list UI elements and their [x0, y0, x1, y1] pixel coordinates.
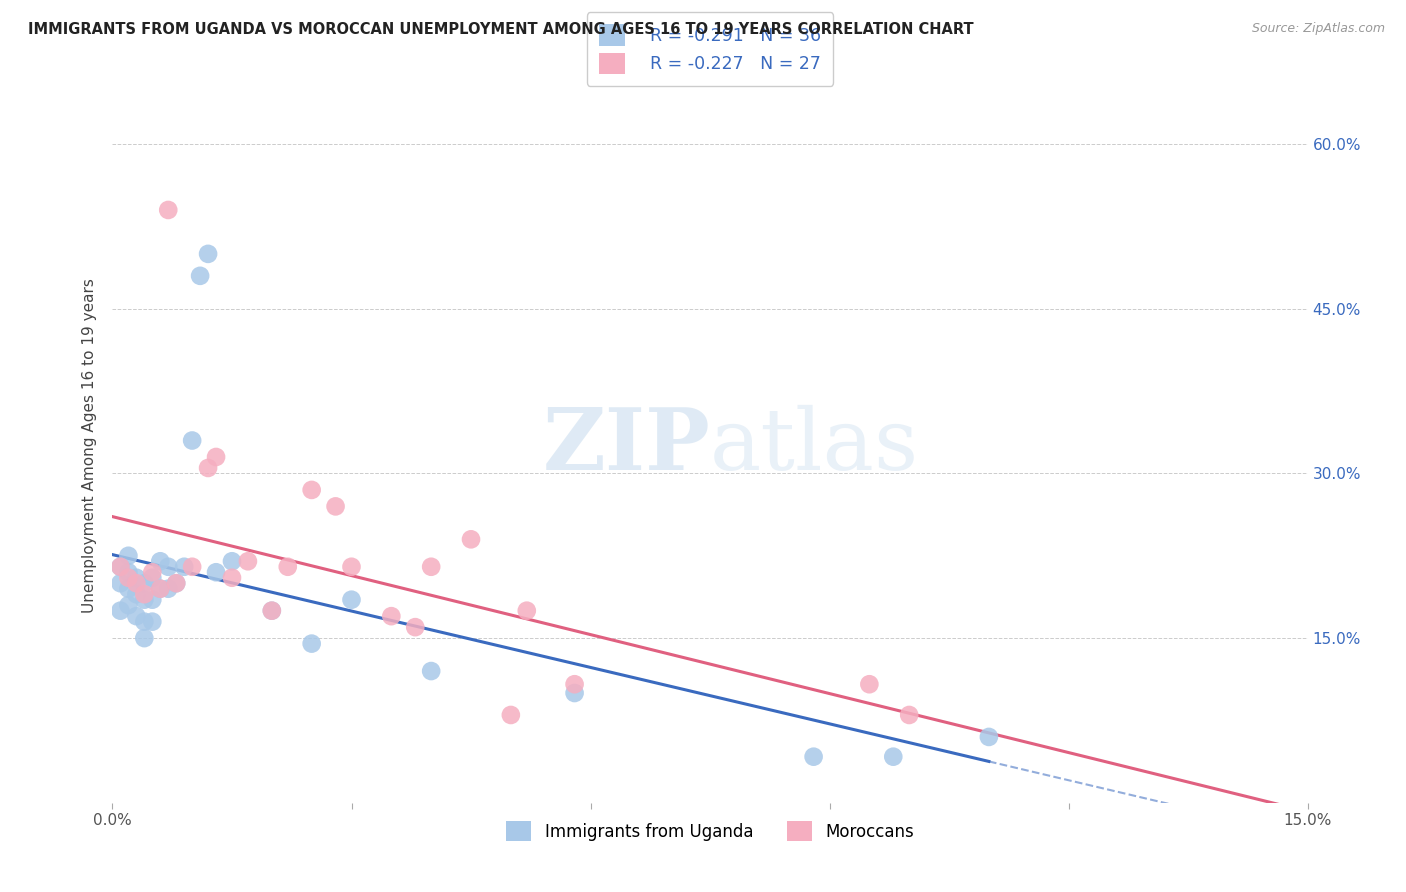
Point: [141, 615, 163, 629]
Point: [564, 677, 586, 691]
Legend: Immigrants from Uganda, Moroccans: Immigrants from Uganda, Moroccans: [499, 814, 921, 848]
Point: [803, 749, 825, 764]
Text: atlas: atlas: [710, 404, 920, 488]
Point: [236, 554, 259, 568]
Point: [134, 576, 156, 591]
Point: [380, 609, 402, 624]
Point: [117, 598, 139, 612]
Point: [165, 576, 187, 591]
Point: [460, 533, 482, 547]
Point: [117, 549, 139, 563]
Point: [149, 554, 172, 568]
Point: [188, 268, 211, 283]
Point: [149, 582, 172, 596]
Point: [499, 708, 522, 723]
Point: [325, 500, 347, 514]
Point: [110, 604, 132, 618]
Point: [301, 637, 323, 651]
Point: [564, 686, 586, 700]
Point: [882, 749, 904, 764]
Point: [117, 582, 139, 596]
Point: [165, 576, 187, 591]
Point: [898, 708, 921, 723]
Point: [420, 664, 443, 678]
Point: [157, 582, 180, 596]
Point: [134, 587, 156, 601]
Text: ZIP: ZIP: [543, 404, 710, 488]
Point: [277, 559, 299, 574]
Point: [157, 559, 180, 574]
Point: [260, 604, 283, 618]
Point: [110, 576, 132, 591]
Point: [516, 604, 538, 618]
Point: [141, 592, 163, 607]
Point: [141, 571, 163, 585]
Point: [141, 566, 163, 580]
Point: [134, 631, 156, 645]
Point: [173, 559, 195, 574]
Point: [181, 559, 204, 574]
Point: [157, 202, 180, 217]
Point: [858, 677, 880, 691]
Point: [125, 576, 148, 591]
Point: [110, 559, 132, 574]
Point: [110, 559, 132, 574]
Point: [125, 609, 148, 624]
Point: [260, 604, 283, 618]
Point: [125, 587, 148, 601]
Point: [205, 566, 228, 580]
Point: [125, 571, 148, 585]
Text: IMMIGRANTS FROM UGANDA VS MOROCCAN UNEMPLOYMENT AMONG AGES 16 TO 19 YEARS CORREL: IMMIGRANTS FROM UGANDA VS MOROCCAN UNEMP…: [28, 22, 974, 37]
Point: [404, 620, 426, 634]
Point: [117, 566, 139, 580]
Point: [340, 592, 363, 607]
Point: [420, 559, 443, 574]
Point: [221, 554, 243, 568]
Point: [197, 461, 219, 475]
Point: [977, 730, 1000, 744]
Point: [221, 571, 243, 585]
Text: Source: ZipAtlas.com: Source: ZipAtlas.com: [1251, 22, 1385, 36]
Point: [340, 559, 363, 574]
Point: [301, 483, 323, 497]
Point: [149, 582, 172, 596]
Point: [134, 615, 156, 629]
Point: [205, 450, 228, 464]
Point: [181, 434, 204, 448]
Point: [117, 571, 139, 585]
Point: [134, 592, 156, 607]
Y-axis label: Unemployment Among Ages 16 to 19 years: Unemployment Among Ages 16 to 19 years: [82, 278, 97, 614]
Point: [197, 247, 219, 261]
